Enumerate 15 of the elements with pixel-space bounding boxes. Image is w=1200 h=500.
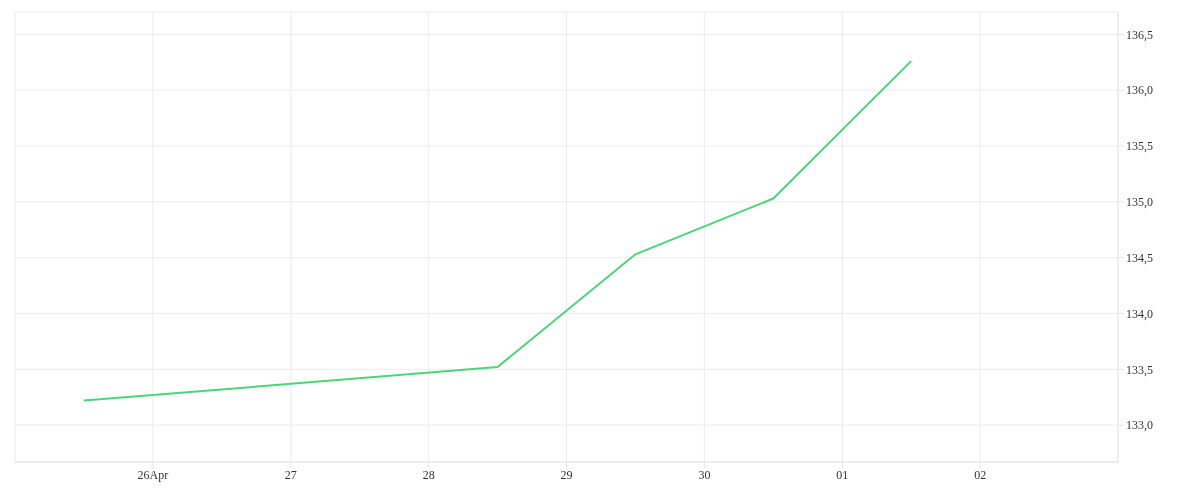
x-tick-label: 30 bbox=[698, 467, 711, 482]
y-tick-label: 133,5 bbox=[1126, 362, 1153, 377]
x-tick-label: 01 bbox=[836, 467, 849, 482]
x-tick-label: 02 bbox=[974, 467, 987, 482]
x-tick-label: 27 bbox=[284, 467, 297, 482]
x-tick-label: 28 bbox=[422, 467, 435, 482]
y-tick-label: 135,0 bbox=[1126, 195, 1153, 210]
y-tick-label: 136,0 bbox=[1126, 83, 1153, 98]
x-tick-label: 26Apr bbox=[137, 467, 169, 482]
y-tick-label: 133,0 bbox=[1126, 418, 1153, 433]
y-tick-label: 134,5 bbox=[1126, 250, 1153, 265]
x-tick-label: 29 bbox=[560, 467, 573, 482]
y-tick-label: 135,5 bbox=[1126, 139, 1153, 154]
y-tick-label: 134,0 bbox=[1126, 306, 1153, 321]
y-tick-label: 136,5 bbox=[1126, 27, 1153, 42]
